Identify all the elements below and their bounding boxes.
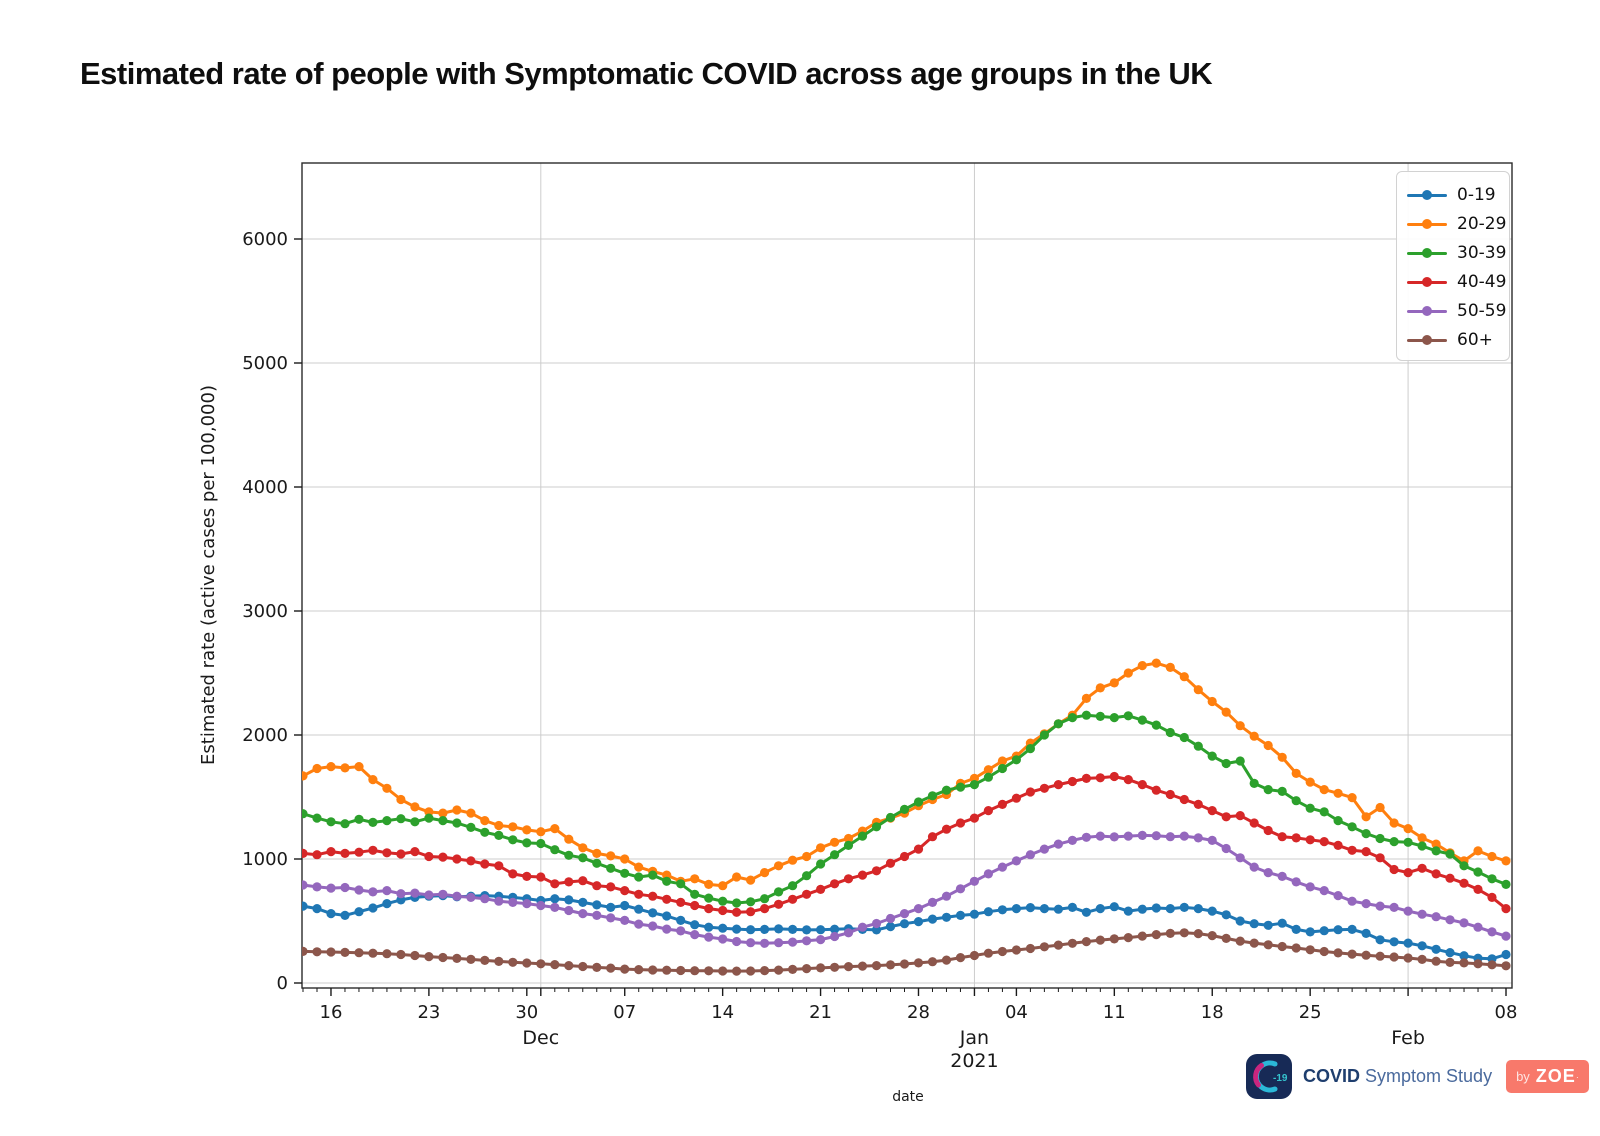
y-tick-label: 3000 [242,601,288,622]
legend-marker [1407,334,1447,345]
brand-covid: COVID [1303,1066,1361,1086]
x-tick-label: 28 [907,1002,930,1023]
y-tick-label: 0 [277,973,288,994]
x-tick-label: 25 [1299,1002,1322,1023]
legend-marker [1407,276,1447,287]
x-tick-label: 11 [1103,1002,1126,1023]
x-tick-label: 07 [613,1002,636,1023]
plot-border [301,162,1513,989]
x-month-label: Dec [522,1027,559,1049]
series-30-39 [302,710,1511,908]
legend-label: 30-39 [1457,242,1507,263]
brand-text: COVID Symptom Study [1303,1066,1492,1087]
x-tick-label: 14 [711,1002,734,1023]
legend-item-30-39: 30-39 [1397,238,1509,267]
series-60+ [302,928,1511,976]
covid-symptom-study-app-icon: -19 [1246,1054,1292,1099]
badge-by: by [1516,1069,1530,1084]
legend-label: 40-49 [1457,271,1507,292]
legend-marker [1407,247,1447,258]
x-tick-label: 30 [515,1002,538,1023]
legend-item-60+: 60+ [1397,325,1509,354]
legend-label: 50-59 [1457,300,1507,321]
series-50-59 [302,830,1511,948]
legend-item-50-59: 50-59 [1397,296,1509,325]
x-tick-label: 23 [417,1002,440,1023]
footer-branding: -19 COVID Symptom Study by ZOE · [1246,1054,1589,1099]
x-month-label: Jan [959,1027,989,1049]
y-axis-title: Estimated rate (active cases per 100,000… [198,385,219,765]
y-tick-label: 2000 [242,725,288,746]
legend-marker [1407,305,1447,316]
page-title: Estimated rate of people with Symptomati… [80,56,1213,91]
x-tick-label: 04 [1005,1002,1028,1023]
y-axis [294,238,302,984]
legend-marker [1407,218,1447,229]
x-tick-label: 08 [1495,1002,1518,1023]
legend-item-20-29: 20-29 [1397,209,1509,238]
legend-label: 60+ [1457,329,1493,350]
badge-zoe: ZOE [1535,1066,1576,1086]
icon-19-text: -19 [1273,1073,1288,1084]
legend-item-0-19: 0-19 [1397,180,1509,209]
series-20-29 [302,658,1511,891]
x-axis-title: date [892,1089,924,1105]
series-group [302,658,1511,976]
icon-c-arc-magenta [1253,1063,1264,1088]
y-tick-label: 4000 [242,477,288,498]
x-year-label: 2021 [950,1050,998,1072]
x-tick-label: 21 [809,1002,832,1023]
series-40-49 [302,771,1511,917]
y-tick-label: 6000 [242,229,288,250]
y-tick-label: 1000 [242,849,288,870]
y-tick-label: 5000 [242,353,288,374]
legend-label: 0-19 [1457,184,1496,205]
chart-legend: 0-19 20-29 30-39 40-49 50-59 60+ [1396,171,1510,361]
x-tick-label: 16 [320,1002,343,1023]
legend-marker [1407,189,1447,200]
brand-symptom-study: Symptom Study [1360,1066,1493,1086]
legend-item-40-49: 40-49 [1397,267,1509,296]
legend-label: 20-29 [1457,213,1507,234]
x-tick-label: 18 [1201,1002,1224,1023]
by-zoe-badge: by ZOE · [1506,1060,1589,1093]
badge-trademark: · [1575,1071,1579,1082]
x-axis [302,988,1507,996]
x-month-label: Feb [1391,1027,1425,1049]
